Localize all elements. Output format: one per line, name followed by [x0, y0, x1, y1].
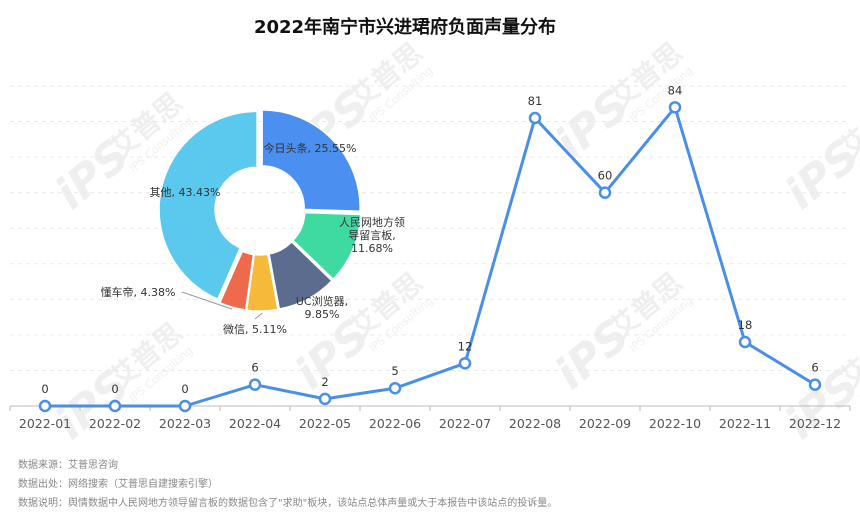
slice-leader-line: [254, 312, 263, 320]
footer-source: 数据来源：艾普思咨询: [18, 460, 118, 471]
x-tick-label: 2022-08: [509, 416, 561, 431]
data-point: [38, 399, 52, 413]
x-tick-label: 2022-01: [19, 416, 71, 431]
donut-slice: [268, 240, 333, 310]
slice-label: 其他, 43.43%: [150, 186, 221, 199]
data-label: 0: [181, 382, 188, 396]
x-tick-label: 2022-06: [369, 416, 421, 431]
data-label: 0: [111, 382, 118, 396]
line-series: 0 0 0 6 2 5 12 81 60 84 18 6: [38, 83, 822, 413]
x-tick-label: 2022-02: [89, 416, 141, 431]
donut-slice: [245, 253, 279, 312]
data-label: 6: [251, 361, 258, 375]
data-point: [808, 378, 822, 391]
data-point: [738, 335, 752, 349]
x-tick-label: 2022-11: [719, 416, 771, 431]
data-point: [178, 399, 192, 413]
footer-note: 数据说明：舆情数据中人民网地方领导留言板的数据包含了"求助"板块，该站点总体声量…: [18, 498, 558, 509]
data-point: [108, 399, 122, 413]
donut-slice: [218, 250, 255, 311]
data-point: [528, 111, 542, 125]
x-tick-label: 2022-05: [299, 416, 351, 431]
data-label: 18: [738, 318, 753, 332]
donut-slice: [291, 211, 362, 281]
chart-title: 2022年南宁市兴进珺府负面声量分布: [254, 16, 556, 38]
footer-origin: 数据出处：网络搜索（艾普思自建搜索引擎）: [18, 479, 218, 490]
data-point: [318, 392, 332, 406]
x-tick-label: 2022-09: [579, 416, 631, 431]
footer: 数据来源：艾普思咨询 数据出处：网络搜索（艾普思自建搜索引擎） 数据说明：舆情数…: [18, 456, 557, 513]
data-label: 12: [458, 339, 473, 353]
data-label: 2: [321, 375, 328, 389]
donut-chart: 今日头条, 25.55% 人民网地方领导留言板, 11.68% UC浏览器, 9.85%…: [101, 109, 405, 336]
data-label: 0: [41, 382, 48, 396]
x-tick-label: 2022-03: [159, 416, 211, 431]
slice-label: 今日头条, 25.55%: [264, 141, 357, 155]
donut-slice: [158, 110, 258, 301]
slice-label: 人民网地方领导留言板, 11.68%: [339, 215, 405, 255]
data-point: [668, 101, 682, 114]
data-label: 60: [598, 169, 613, 183]
slice-label: 微信, 5.11%: [223, 322, 287, 336]
data-label: 5: [391, 364, 398, 378]
x-axis-ticks: 2022-01 2022-02 2022-03 2022-04 2022-05 2022-…: [9, 406, 851, 431]
x-tick-label: 2022-07: [439, 416, 491, 431]
x-tick-label: 2022-10: [649, 416, 701, 431]
series-line: [45, 105, 816, 408]
data-label: 81: [528, 94, 543, 108]
data-point: [458, 357, 472, 370]
x-tick-label: 2022-12: [789, 416, 841, 431]
data-label: 84: [668, 83, 683, 97]
slice-label: UC浏览器, 9.85%: [296, 294, 348, 321]
slice-label: 懂车帝, 4.38%: [101, 285, 176, 299]
x-tick-label: 2022-04: [229, 416, 281, 431]
gridlines: [10, 85, 850, 371]
donut-slice: [261, 109, 361, 213]
data-label: 6: [811, 361, 818, 375]
data-point: [598, 186, 612, 199]
data-point: [388, 381, 402, 395]
data-point: [248, 378, 262, 391]
slice-leader-line: [181, 291, 233, 310]
